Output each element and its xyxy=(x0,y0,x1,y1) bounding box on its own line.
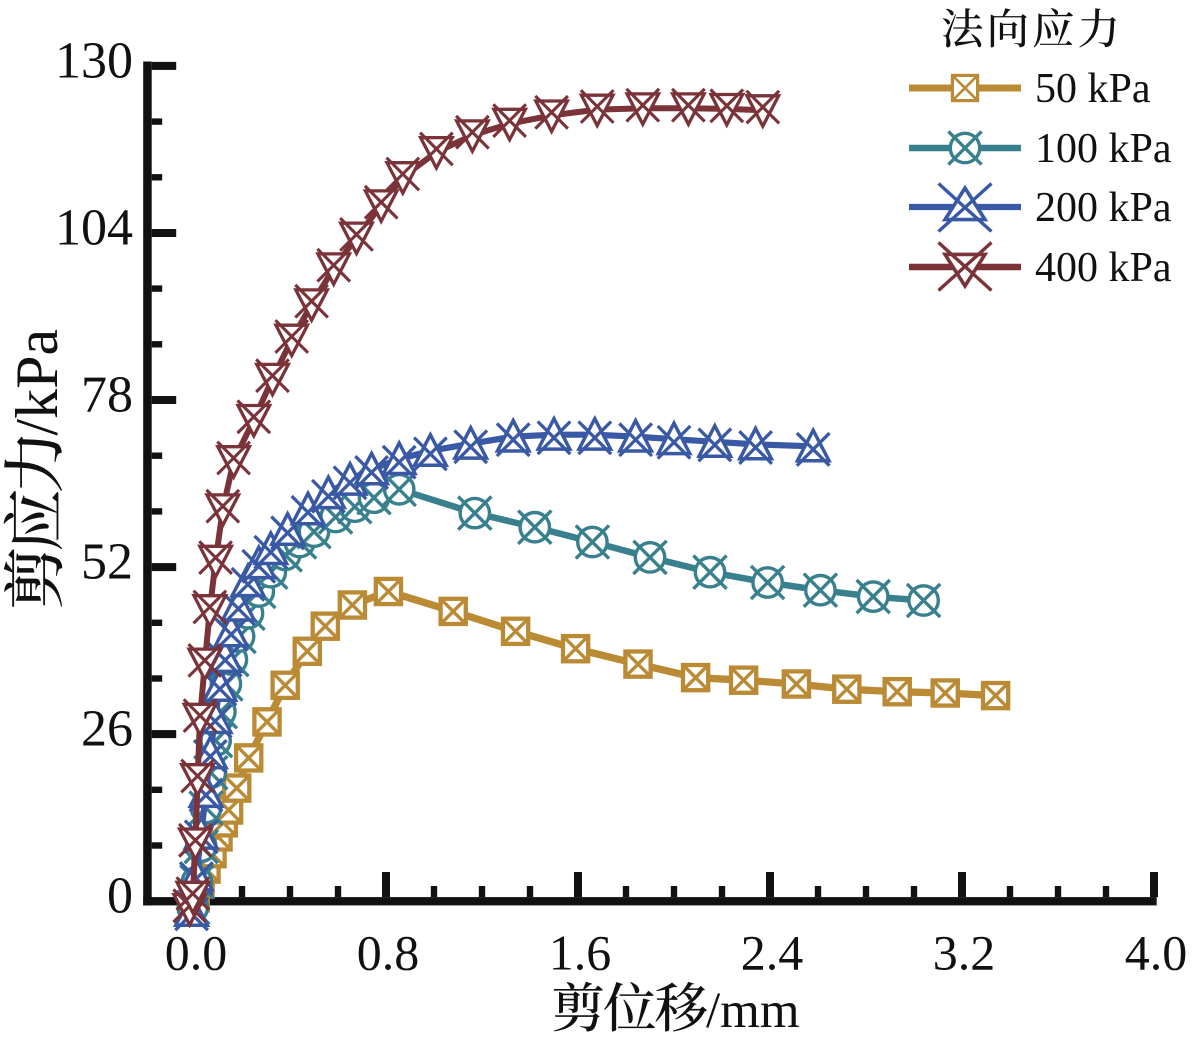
svg-text:400 kPa: 400 kPa xyxy=(1035,245,1172,291)
svg-text:100 kPa: 100 kPa xyxy=(1035,126,1172,172)
svg-text:50 kPa: 50 kPa xyxy=(1035,66,1151,112)
svg-text:0.8: 0.8 xyxy=(357,925,420,981)
svg-text:52: 52 xyxy=(81,534,133,591)
svg-text:78: 78 xyxy=(81,367,133,424)
svg-text:200 kPa: 200 kPa xyxy=(1035,185,1172,231)
svg-text:2.4: 2.4 xyxy=(741,925,804,981)
svg-text:1.6: 1.6 xyxy=(549,925,612,981)
svg-text:26: 26 xyxy=(81,701,133,758)
svg-text:0: 0 xyxy=(107,868,133,925)
svg-text:/mm: /mm xyxy=(706,983,800,1039)
svg-text:4.0: 4.0 xyxy=(1125,925,1188,981)
svg-text:0.0: 0.0 xyxy=(165,925,228,981)
svg-text:130: 130 xyxy=(55,32,133,89)
svg-text:3.2: 3.2 xyxy=(933,925,996,981)
svg-text:/kPa: /kPa xyxy=(4,329,70,436)
svg-text:104: 104 xyxy=(55,200,133,257)
